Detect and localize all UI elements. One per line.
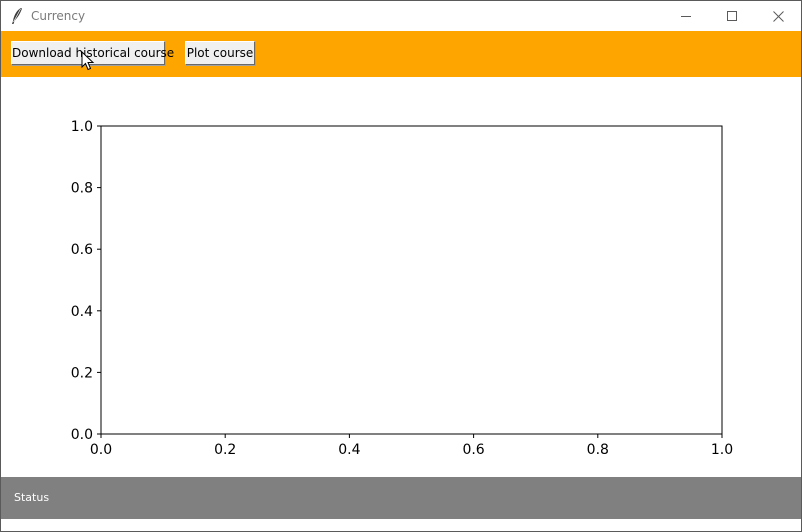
y-tick-label: 0.2	[71, 365, 93, 381]
download-historical-course-button[interactable]: Download historical course	[11, 41, 174, 65]
y-tick-label: 0.8	[71, 181, 93, 197]
y-tick-label: 0.0	[71, 427, 93, 443]
x-tick-label: 0.6	[462, 442, 484, 458]
x-tick-label: 0.0	[90, 442, 112, 458]
maximize-icon	[727, 11, 737, 21]
maximize-button[interactable]	[709, 1, 755, 31]
minimize-icon	[681, 16, 691, 17]
axes-frame	[100, 125, 723, 435]
plot-course-button[interactable]: Plot course	[185, 41, 255, 65]
y-tick-label: 0.6	[71, 242, 93, 258]
close-icon	[772, 10, 784, 22]
close-button[interactable]	[755, 1, 801, 31]
status-bar: Status	[1, 477, 801, 519]
y-tick-label: 0.4	[71, 304, 93, 320]
toolbar: Download historical course Plot course	[1, 31, 801, 77]
minimize-button[interactable]	[663, 1, 709, 31]
x-tick-label: 0.2	[214, 442, 236, 458]
y-tick-label: 1.0	[71, 119, 93, 135]
window-title: Currency	[31, 9, 86, 23]
status-label: Status	[14, 491, 50, 504]
x-tick-label: 0.4	[338, 442, 360, 458]
title-bar[interactable]: Currency	[1, 1, 801, 31]
x-tick-label: 0.8	[587, 442, 609, 458]
plot-canvas[interactable]: 0.0 0.2 0.4 0.6 0.8 1.0 0.0 0.2 0.4 0.6 0.8 1.0	[1, 77, 801, 477]
x-tick-label: 1.0	[711, 442, 733, 458]
chart: 0.0 0.2 0.4 0.6 0.8 1.0 0.0 0.2 0.4 0.6 0.8 1.0	[71, 119, 733, 458]
feather-icon	[10, 7, 24, 25]
